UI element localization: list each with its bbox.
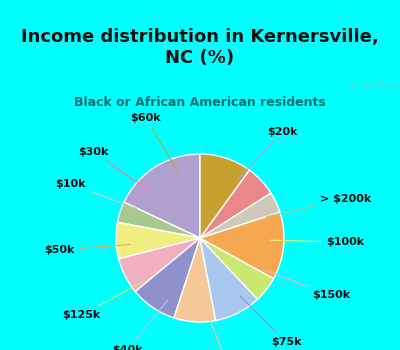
Text: $50k: $50k bbox=[44, 245, 130, 255]
Wedge shape bbox=[200, 238, 258, 321]
Text: > $200k: > $200k bbox=[267, 194, 371, 217]
Wedge shape bbox=[124, 154, 200, 238]
Wedge shape bbox=[174, 238, 216, 322]
Text: $100k: $100k bbox=[270, 237, 364, 247]
Text: $60k: $60k bbox=[130, 113, 178, 172]
Wedge shape bbox=[118, 202, 200, 238]
Wedge shape bbox=[116, 222, 200, 259]
Wedge shape bbox=[200, 193, 280, 238]
Wedge shape bbox=[200, 212, 284, 279]
Text: $75k: $75k bbox=[240, 295, 301, 347]
Text: ⓘ City-Data.com: ⓘ City-Data.com bbox=[348, 80, 400, 90]
Text: Black or African American residents: Black or African American residents bbox=[74, 96, 326, 109]
Text: $40k: $40k bbox=[112, 300, 168, 350]
Text: $20k: $20k bbox=[238, 127, 298, 179]
Text: $150k: $150k bbox=[262, 270, 350, 300]
Text: $125k: $125k bbox=[62, 280, 144, 320]
Text: Income distribution in Kernersville,
NC (%): Income distribution in Kernersville, NC … bbox=[21, 28, 379, 67]
Text: $30k: $30k bbox=[78, 147, 149, 190]
Wedge shape bbox=[135, 238, 200, 318]
Text: $200k: $200k bbox=[205, 308, 246, 350]
Wedge shape bbox=[200, 238, 274, 299]
Text: $10k: $10k bbox=[56, 179, 136, 209]
Wedge shape bbox=[200, 170, 271, 238]
Wedge shape bbox=[119, 238, 200, 292]
Wedge shape bbox=[200, 154, 249, 238]
